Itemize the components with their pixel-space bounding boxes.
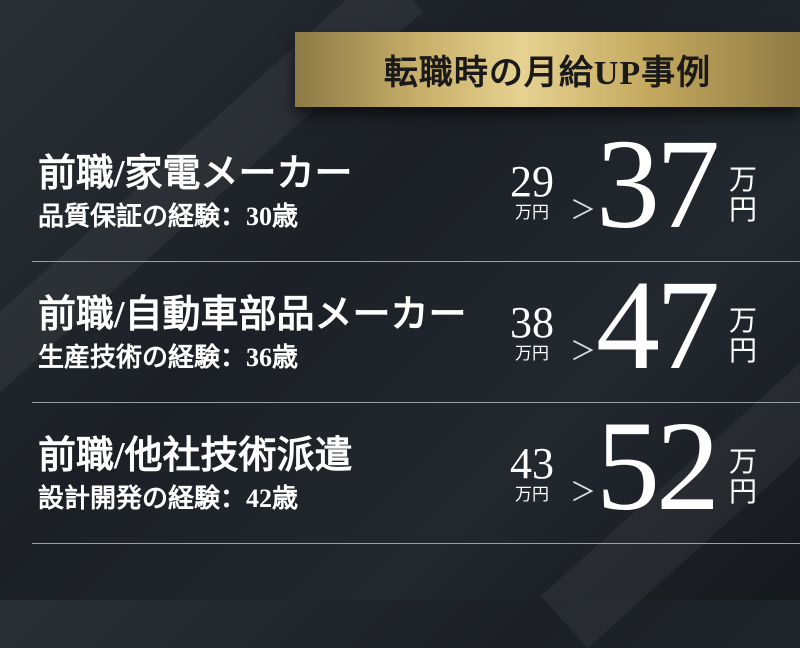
case-title: 前職/自動車部品メーカー xyxy=(38,294,467,336)
divider xyxy=(32,261,800,262)
unit-yen: 円 xyxy=(728,336,757,367)
chevron-right-icon: ＞ xyxy=(570,478,597,507)
salary-after-value: 52 xyxy=(596,395,720,537)
unit-man: 万 xyxy=(728,165,757,196)
salary-before: 38 万円 xyxy=(500,301,564,363)
salary-before-value: 38 xyxy=(510,298,554,347)
salary-after-unit: 万円 xyxy=(727,166,759,226)
salary-before-unit: 万円 xyxy=(515,203,549,222)
salary-before-value: 29 xyxy=(510,157,554,206)
case-subtitle: 設計開発の経験：42歳 xyxy=(38,484,299,513)
case-row: 前職/家電メーカー 品質保証の経験：30歳 29 万円 ＞ 37 万円 xyxy=(0,120,800,262)
salary-after-value: 47 xyxy=(596,254,720,396)
case-subtitle: 生産技術の経験：36歳 xyxy=(38,343,299,372)
unit-man: 万 xyxy=(728,306,757,337)
salary-before-unit: 万円 xyxy=(515,344,549,363)
salary-before: 43 万円 xyxy=(500,442,564,504)
unit-man: 万 xyxy=(728,447,757,478)
salary-before-unit: 万円 xyxy=(515,485,549,504)
divider xyxy=(32,402,800,403)
unit-yen: 円 xyxy=(728,195,757,226)
case-row: 前職/自動車部品メーカー 生産技術の経験：36歳 38 万円 ＞ 47 万円 xyxy=(0,261,800,403)
case-subtitle: 品質保証の経験：30歳 xyxy=(38,202,299,231)
salary-after-unit: 万円 xyxy=(727,448,759,508)
chevron-right-icon: ＞ xyxy=(570,196,597,225)
divider xyxy=(32,543,800,544)
case-row: 前職/他社技術派遣 設計開発の経験：42歳 43 万円 ＞ 52 万円 xyxy=(0,402,800,544)
page-title: 転職時の月給UP事例 xyxy=(383,55,712,92)
salary-before: 29 万円 xyxy=(500,160,564,222)
case-title: 前職/他社技術派遣 xyxy=(38,435,353,477)
salary-before-value: 43 xyxy=(510,439,554,488)
chevron-right-icon: ＞ xyxy=(570,337,597,366)
salary-after-value: 37 xyxy=(596,113,720,255)
case-title: 前職/家電メーカー xyxy=(38,153,353,195)
header-banner: 転職時の月給UP事例 xyxy=(295,32,800,107)
unit-yen: 円 xyxy=(728,477,757,508)
salary-after-unit: 万円 xyxy=(727,307,759,367)
